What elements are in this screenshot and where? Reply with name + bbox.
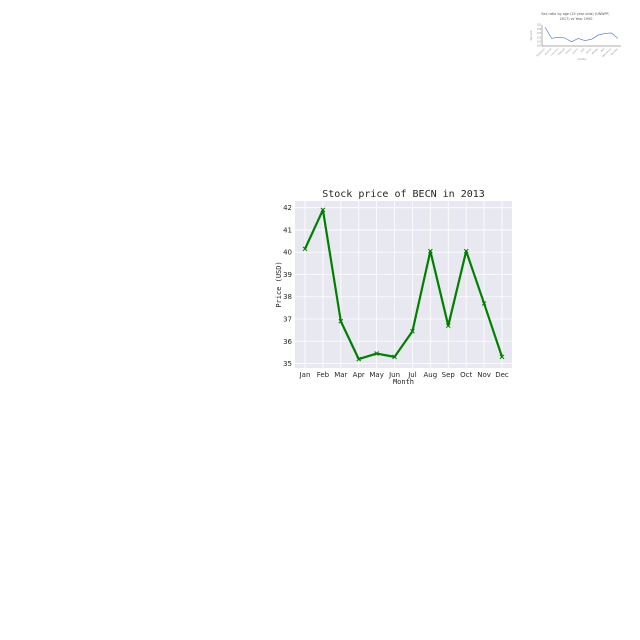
main-x-ticks: Jan Feb Mar Apr May Jun Jul Aug Sep Oct Nov Dec — [299, 371, 509, 379]
x-tick-label: May — [369, 371, 383, 379]
main-plot-background — [295, 201, 512, 368]
x-tick-label: Mar — [334, 371, 347, 379]
x-tick-label: Aug — [424, 371, 438, 379]
mini-x-tick-label: Namibia — [610, 47, 619, 56]
price-point-marker — [463, 248, 469, 254]
price-point-marker — [320, 207, 326, 213]
price-point-marker — [374, 351, 379, 356]
price-point-marker — [392, 354, 397, 360]
mini-chart: Sex ratio by age (15 year olds) (UNWPP, … — [530, 12, 621, 61]
y-tick-label: 39 — [283, 271, 292, 279]
y-tick-label: 41 — [283, 226, 292, 234]
mini-y-tick-label: 100 — [537, 45, 542, 48]
mini-x-tick-label: Botswana — [536, 47, 546, 57]
main-gridlines — [295, 201, 512, 368]
x-tick-label: Jun — [388, 371, 400, 379]
x-tick-label: Apr — [353, 371, 365, 379]
main-y-axis-label: Price (USD) — [275, 261, 283, 307]
mini-x-tick-label: Mali — [600, 47, 606, 53]
mini-x-tick-label: Ghana — [572, 47, 580, 55]
mini-series-line — [544, 26, 619, 43]
price-point-marker — [356, 356, 362, 362]
mini-x-tick-label: Comoros — [550, 47, 560, 57]
price-line — [304, 208, 504, 361]
x-tick-label: Nov — [477, 371, 491, 379]
x-tick-label: Dec — [495, 371, 509, 379]
main-series — [302, 207, 505, 362]
mini-y-tick-label: 104 — [537, 28, 542, 31]
price-point-marker — [338, 318, 344, 324]
y-tick-label: 38 — [283, 293, 292, 301]
mini-y-tick-label: 103 — [537, 32, 542, 35]
mini-x-tick-label: Eritrea — [565, 47, 573, 55]
y-tick-label: 36 — [283, 338, 292, 346]
x-tick-label: Jul — [407, 371, 417, 379]
y-tick-label: 42 — [283, 204, 292, 212]
price-point-marker — [481, 301, 487, 306]
mini-x-tick-label: Burundi — [544, 47, 552, 55]
x-tick-label: Oct — [460, 371, 472, 379]
mini-x-tick-label: Haiti — [580, 47, 586, 53]
y-tick-label: 37 — [283, 316, 292, 324]
price-point-marker — [428, 248, 433, 254]
main-y-ticks: 35 36 37 38 39 40 41 42 — [283, 204, 292, 368]
price-point-marker — [302, 246, 308, 252]
mini-y-tick-label: 105 — [537, 24, 542, 27]
x-tick-label: Sep — [442, 371, 456, 379]
main-chart-title: Stock price of BECN in 2013 — [322, 189, 485, 200]
mini-y-tick-label: 101 — [537, 41, 542, 44]
mini-x-axis-label: Country — [578, 58, 587, 61]
price-point-marker — [445, 323, 451, 329]
mini-y-axis-label: Sex ratio — [530, 30, 533, 40]
mini-series — [544, 26, 619, 43]
mini-chart-title: Sex ratio by age (15 year olds) (UNWPP, … — [541, 12, 610, 21]
main-chart: 35 36 37 38 39 40 41 42 Jan Feb Mar Apr May Jun Jul Au… — [275, 189, 512, 386]
mini-x-tick-label: Djibouti — [557, 47, 565, 55]
mini-x-tick-label: Malawi — [591, 47, 599, 55]
x-tick-label: Jan — [299, 371, 311, 379]
price-point-marker — [499, 354, 505, 360]
main-x-axis-label: Month — [393, 378, 414, 386]
mini-y-tick-label: 102 — [537, 36, 542, 39]
mini-x-tick-label: Mauritania — [602, 47, 613, 58]
mini-x-tick-label: Kenya — [585, 47, 592, 54]
price-point-marker — [410, 328, 415, 334]
x-tick-label: Feb — [317, 371, 330, 379]
y-tick-label: 35 — [283, 360, 292, 368]
y-tick-label: 40 — [283, 249, 292, 257]
